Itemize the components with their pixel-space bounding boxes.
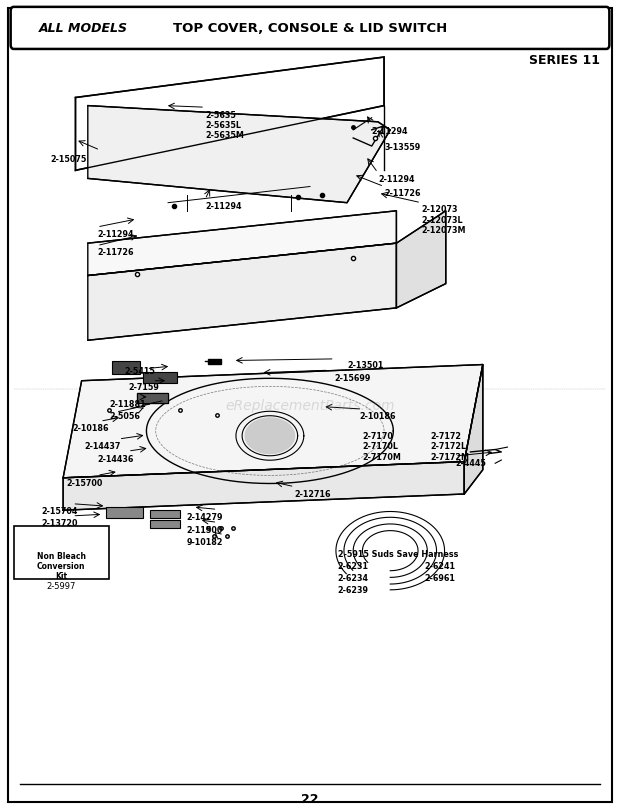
Text: 2-14437: 2-14437	[85, 442, 121, 451]
Text: 22: 22	[301, 792, 319, 805]
Text: TOP COVER, CONSOLE & LID SWITCH: TOP COVER, CONSOLE & LID SWITCH	[173, 22, 447, 35]
Text: Non Bleach
Conversion
Kit: Non Bleach Conversion Kit	[37, 551, 86, 581]
Text: 2-5635
2-5635L
2-5635M: 2-5635 2-5635L 2-5635M	[205, 110, 244, 140]
Bar	[143, 372, 177, 384]
Text: 2-11294: 2-11294	[97, 230, 133, 238]
Text: 2-15699: 2-15699	[335, 373, 371, 382]
Text: 2-6234: 2-6234	[338, 573, 369, 581]
Text: 2-5997: 2-5997	[46, 581, 76, 590]
Text: 2-6961: 2-6961	[424, 573, 455, 581]
Text: 2-14436: 2-14436	[97, 454, 133, 463]
FancyBboxPatch shape	[14, 526, 109, 579]
Text: 2-6241: 2-6241	[424, 561, 455, 570]
Text: 2-6239: 2-6239	[338, 585, 369, 594]
Text: SERIES 11: SERIES 11	[529, 54, 600, 67]
Polygon shape	[76, 58, 384, 171]
Text: 2-5415: 2-5415	[125, 367, 156, 375]
Polygon shape	[88, 244, 396, 341]
Text: 2-13501: 2-13501	[347, 361, 383, 370]
Text: 2-6231: 2-6231	[338, 561, 369, 570]
Polygon shape	[88, 212, 396, 277]
Text: 2-13720: 2-13720	[42, 519, 78, 528]
Bar	[112, 362, 140, 375]
Text: 2-7170
2-7170L
2-7170M: 2-7170 2-7170L 2-7170M	[363, 431, 401, 461]
Text: 2-11294: 2-11294	[205, 202, 242, 211]
Bar	[149, 521, 180, 528]
Text: 2-12073
2-12073L
2-12073M: 2-12073 2-12073L 2-12073M	[421, 205, 466, 235]
Polygon shape	[464, 365, 483, 495]
Text: 2-11500: 2-11500	[187, 525, 223, 534]
Text: 2-11726: 2-11726	[384, 189, 420, 198]
Polygon shape	[63, 462, 464, 511]
Text: 2-11294: 2-11294	[378, 175, 414, 184]
Text: 2-10186: 2-10186	[73, 423, 109, 432]
Polygon shape	[245, 418, 294, 454]
Text: 2-11881: 2-11881	[109, 400, 146, 409]
Text: 2-4445: 2-4445	[455, 458, 486, 467]
Text: 2-11294: 2-11294	[372, 127, 408, 135]
Polygon shape	[63, 365, 483, 478]
Polygon shape	[208, 359, 221, 364]
Text: 2-15700: 2-15700	[66, 478, 102, 487]
FancyBboxPatch shape	[11, 8, 609, 50]
Text: eReplacementParts.com: eReplacementParts.com	[225, 398, 395, 413]
Text: 2-12716: 2-12716	[294, 490, 331, 499]
Bar	[149, 511, 180, 519]
Text: 2-7159: 2-7159	[128, 383, 159, 392]
Text: 2-5915 Suds Save Harness: 2-5915 Suds Save Harness	[338, 549, 458, 558]
Bar	[106, 508, 143, 519]
Text: 2-15704: 2-15704	[42, 507, 78, 516]
Text: 9-10182: 9-10182	[187, 537, 223, 547]
Polygon shape	[137, 393, 168, 403]
Text: ALL MODELS: ALL MODELS	[38, 22, 128, 35]
Text: 2-5056: 2-5056	[109, 412, 140, 421]
Text: 2-7172
2-7172L
2-7172M: 2-7172 2-7172L 2-7172M	[430, 431, 469, 461]
Text: 2-15075: 2-15075	[51, 155, 87, 164]
FancyBboxPatch shape	[7, 10, 613, 801]
Text: 2-11726: 2-11726	[97, 248, 133, 257]
Text: 3-13559: 3-13559	[384, 143, 420, 152]
Text: 2-10186: 2-10186	[360, 411, 396, 420]
Text: 2-14279: 2-14279	[187, 513, 223, 521]
Polygon shape	[88, 106, 390, 204]
Polygon shape	[396, 212, 446, 308]
